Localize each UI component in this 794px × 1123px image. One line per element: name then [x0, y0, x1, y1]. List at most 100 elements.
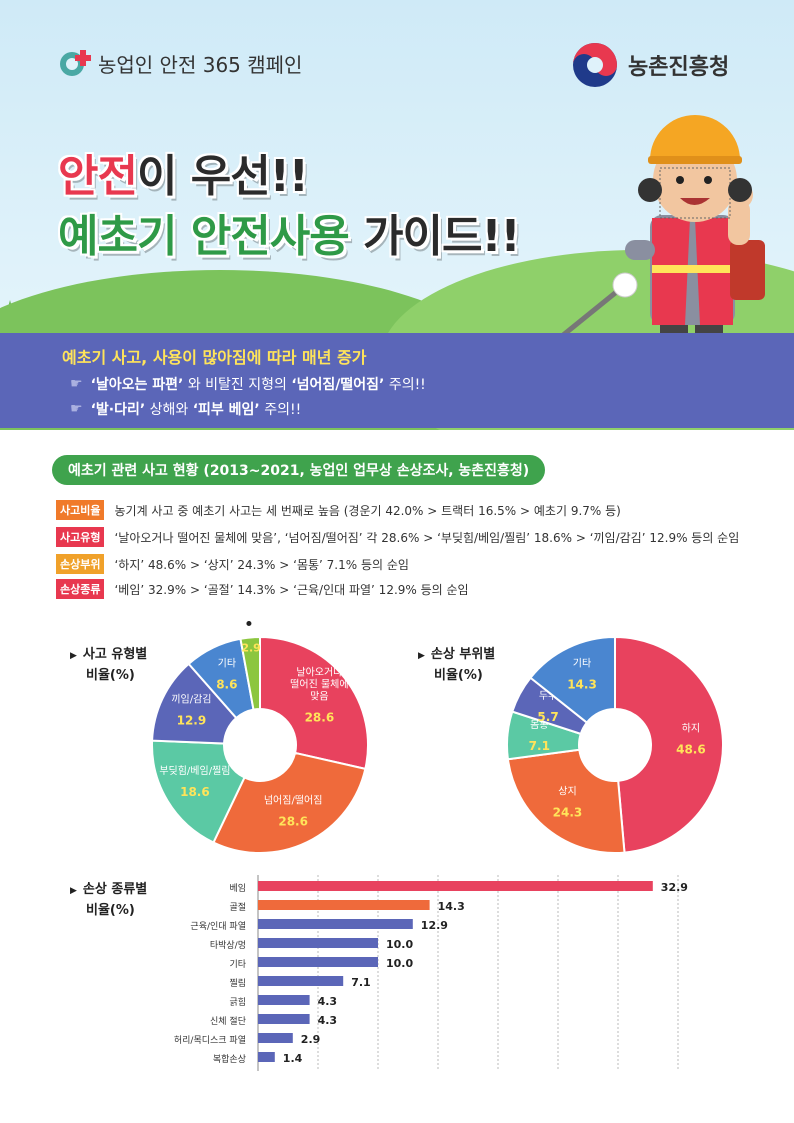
campaign-name: 농업인 안전 365 캠페인: [98, 52, 303, 77]
bar-category-label: 타박상/멍: [210, 940, 246, 951]
pie-slice-label: 날아오거나: [296, 667, 342, 679]
bar-category-label: 골절: [229, 901, 246, 913]
bar-value-label: 1.4: [283, 1052, 303, 1065]
warning-keyword: ‘피부 베임’: [192, 402, 260, 418]
pie-value-label: 8.6: [216, 678, 237, 692]
headline-emphasis: 안전: [58, 151, 138, 202]
headline-text: 이 우선!!: [136, 151, 309, 202]
pie-slice-label: 두부: [539, 691, 557, 702]
pie-slice-label: 상지: [558, 785, 576, 797]
pie-slice-label: 끼임/감김: [171, 692, 211, 705]
agency-name: 농촌진흥청: [628, 55, 730, 80]
pie-slice-label: 기타: [573, 658, 591, 670]
chart-label-text: 손상 종류별: [82, 882, 148, 897]
bar-value-label: 32.9: [661, 881, 688, 894]
pie-slice-label: 떨어진 물체에: [290, 679, 348, 691]
bar: [258, 1014, 310, 1024]
bar-category-label: 긁힘: [229, 997, 246, 1008]
warning-band: [0, 333, 794, 428]
bar-value-label: 10.0: [386, 938, 413, 951]
bar: [258, 881, 653, 891]
pointing-hand-icon: ☛: [70, 401, 83, 417]
bar: [258, 1052, 275, 1062]
campaign-cross-icon: [60, 50, 91, 76]
bar-category-label: 베임: [229, 882, 246, 894]
pie2-label: ▶ 손상 부위별 비율(%): [418, 645, 495, 686]
pie-value-label: 7.1: [529, 739, 550, 753]
warning-text: 주의!!: [388, 377, 426, 393]
warning-keyword: ‘발·다리’: [90, 402, 146, 418]
pie-slice: [506, 748, 626, 854]
pie-slice-label: 부딪힘/베임/찔림: [159, 764, 230, 777]
campaign-logo: 농업인 안전 365 캠페인: [58, 48, 302, 78]
headline-text: 예초기: [58, 211, 177, 262]
warning-line: ☛ ‘발·다리’ 상해와 ‘피부 베임’ 주의!!: [70, 399, 301, 419]
pie1-label: ▶ 사고 유형별 비율(%): [70, 645, 147, 686]
pie-value-label: 24.3: [553, 805, 583, 819]
bar-value-label: 12.9: [421, 919, 448, 932]
bar: [258, 1033, 293, 1043]
warning-text: 와 비탈진 지형의: [187, 377, 287, 393]
bar: [258, 976, 344, 986]
agency-logo: 농촌진흥청: [570, 40, 729, 90]
bar-category-label: 근육/인대 파열: [190, 921, 246, 932]
bar-category-label: 신체 절단: [210, 1015, 246, 1027]
fact-badge: 사고유형: [56, 527, 105, 547]
triangle-bullet-icon: ▶: [70, 651, 77, 661]
triangle-bullet-icon: ▶: [70, 886, 77, 896]
triangle-bullet-icon: ▶: [418, 651, 425, 661]
bar-category-label: 허리/목디스크 파열: [174, 1035, 246, 1046]
pie-value-label: 28.6: [305, 711, 335, 725]
pie-value-label: 28.6: [278, 814, 308, 828]
bar-category-label: 찔림: [229, 977, 246, 989]
bar-category-label: 기타: [229, 959, 246, 970]
section-title: 예초기 관련 사고 현황 (2013~2021, 농업인 업무상 손상조사, 농…: [52, 455, 546, 485]
warning-text: 상해와: [149, 402, 189, 418]
fact-row: 손상종류 ‘베임’ 32.9% > ‘골절’ 14.3% > ‘근육/인대 파열…: [56, 579, 469, 599]
warning-text: 주의!!: [264, 402, 302, 418]
fact-row: 손상부위 ‘하지’ 48.6% > ‘상지’ 24.3% > ‘몸통’ 7.1%…: [56, 554, 409, 574]
headline-line-2: 예초기 안전사용 가이드!!: [58, 200, 521, 264]
fact-text: ‘베임’ 32.9% > ‘골절’ 14.3% > ‘근육/인대 파열’ 12.…: [114, 582, 469, 597]
band-headline: 예초기 사고, 사용이 많아짐에 따라 매년 증가: [62, 348, 367, 367]
bar-category-label: 복합손상: [213, 1054, 246, 1065]
pie-slice: [151, 662, 238, 745]
taegeuk-emblem-icon: [573, 43, 617, 87]
pie-value-label: 2.9: [241, 641, 261, 654]
bar-value-label: 4.3: [318, 995, 338, 1008]
pie-value-label: 18.6: [180, 785, 210, 799]
pointing-hand-icon: ☛: [70, 376, 83, 392]
fact-badge: 손상종류: [56, 579, 105, 599]
bar-label: ▶ 손상 종류별 비율(%): [70, 880, 147, 921]
bar-chart-injury-type: 베임 32.9 골절 14.3 근육/인대 파열 12.9 타박상/멍 10.0 기타 10.0 찔…: [174, 875, 688, 1071]
fact-text: ‘하지’ 48.6% > ‘상지’ 24.3% > ‘몸통’ 7.1% 등의 순…: [114, 557, 409, 572]
chart-label-text: 비율(%): [86, 668, 135, 683]
pie-slice-label: 맞음: [310, 691, 328, 703]
pie-value-label: 5.7: [537, 710, 558, 724]
bar: [258, 900, 430, 910]
pie-slice: [212, 751, 367, 854]
pie-slice-label: 하지: [682, 722, 700, 735]
chart-label-text: 사고 유형별: [82, 647, 148, 662]
pie-value-label: 48.6: [676, 743, 706, 757]
headline-line-1: 안전이 우선!!: [58, 140, 309, 204]
pie-slice: [529, 635, 616, 724]
pie-value-label: 12.9: [177, 713, 207, 727]
pie-slice: [259, 635, 369, 771]
chart-label-text: 비율(%): [86, 903, 135, 918]
pie-value-label: 14.3: [567, 678, 597, 692]
fact-badge: 사고비율: [56, 500, 105, 520]
fact-row: 사고비율 농기계 사고 중 예초기 사고는 세 번째로 높음 (경운기 42.0…: [56, 500, 621, 520]
fact-badge: 손상부위: [56, 554, 105, 574]
warning-line: ☛ ‘날아오는 파편’ 와 비탈진 지형의 ‘넘어짐/떨어짐’ 주의!!: [70, 374, 426, 394]
fact-text: 농기계 사고 중 예초기 사고는 세 번째로 높음 (경운기 42.0% > 트…: [114, 503, 621, 518]
bar-value-label: 4.3: [318, 1014, 338, 1027]
bar-value-label: 14.3: [438, 900, 465, 913]
bar-value-label: 10.0: [386, 957, 413, 970]
pie-slice-label: 기타: [218, 658, 236, 670]
bar: [258, 938, 378, 948]
bar-value-label: 7.1: [351, 976, 371, 989]
bar: [258, 957, 378, 967]
